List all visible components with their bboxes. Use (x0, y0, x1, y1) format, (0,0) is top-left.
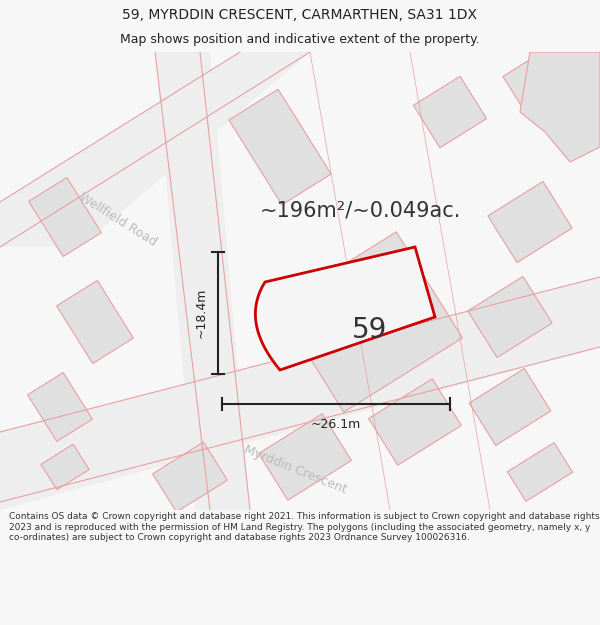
Polygon shape (488, 181, 572, 262)
Polygon shape (468, 276, 552, 358)
Polygon shape (229, 89, 331, 205)
Polygon shape (368, 379, 461, 465)
Text: Map shows position and indicative extent of the property.: Map shows position and indicative extent… (120, 32, 480, 46)
Polygon shape (56, 281, 133, 364)
Polygon shape (41, 444, 89, 490)
Text: ~18.4m: ~18.4m (195, 288, 208, 338)
Text: Myrddin Crescent: Myrddin Crescent (242, 443, 349, 497)
Text: ~26.1m: ~26.1m (311, 418, 361, 431)
Polygon shape (259, 414, 352, 500)
Polygon shape (0, 277, 600, 510)
Text: Wellfield Road: Wellfield Road (77, 191, 159, 249)
Polygon shape (256, 247, 435, 370)
Text: Contains OS data © Crown copyright and database right 2021. This information is : Contains OS data © Crown copyright and d… (9, 512, 599, 542)
Polygon shape (278, 232, 463, 412)
Polygon shape (155, 52, 250, 510)
Polygon shape (152, 442, 227, 512)
Polygon shape (508, 442, 572, 501)
Polygon shape (503, 55, 557, 109)
Polygon shape (28, 372, 92, 441)
Polygon shape (29, 177, 101, 256)
Text: 59: 59 (352, 316, 388, 344)
Polygon shape (469, 369, 551, 446)
Polygon shape (413, 76, 487, 148)
Polygon shape (0, 52, 310, 247)
Text: 59, MYRDDIN CRESCENT, CARMARTHEN, SA31 1DX: 59, MYRDDIN CRESCENT, CARMARTHEN, SA31 1… (122, 8, 478, 21)
Polygon shape (520, 52, 600, 162)
Text: ~196m²/~0.049ac.: ~196m²/~0.049ac. (259, 200, 461, 220)
